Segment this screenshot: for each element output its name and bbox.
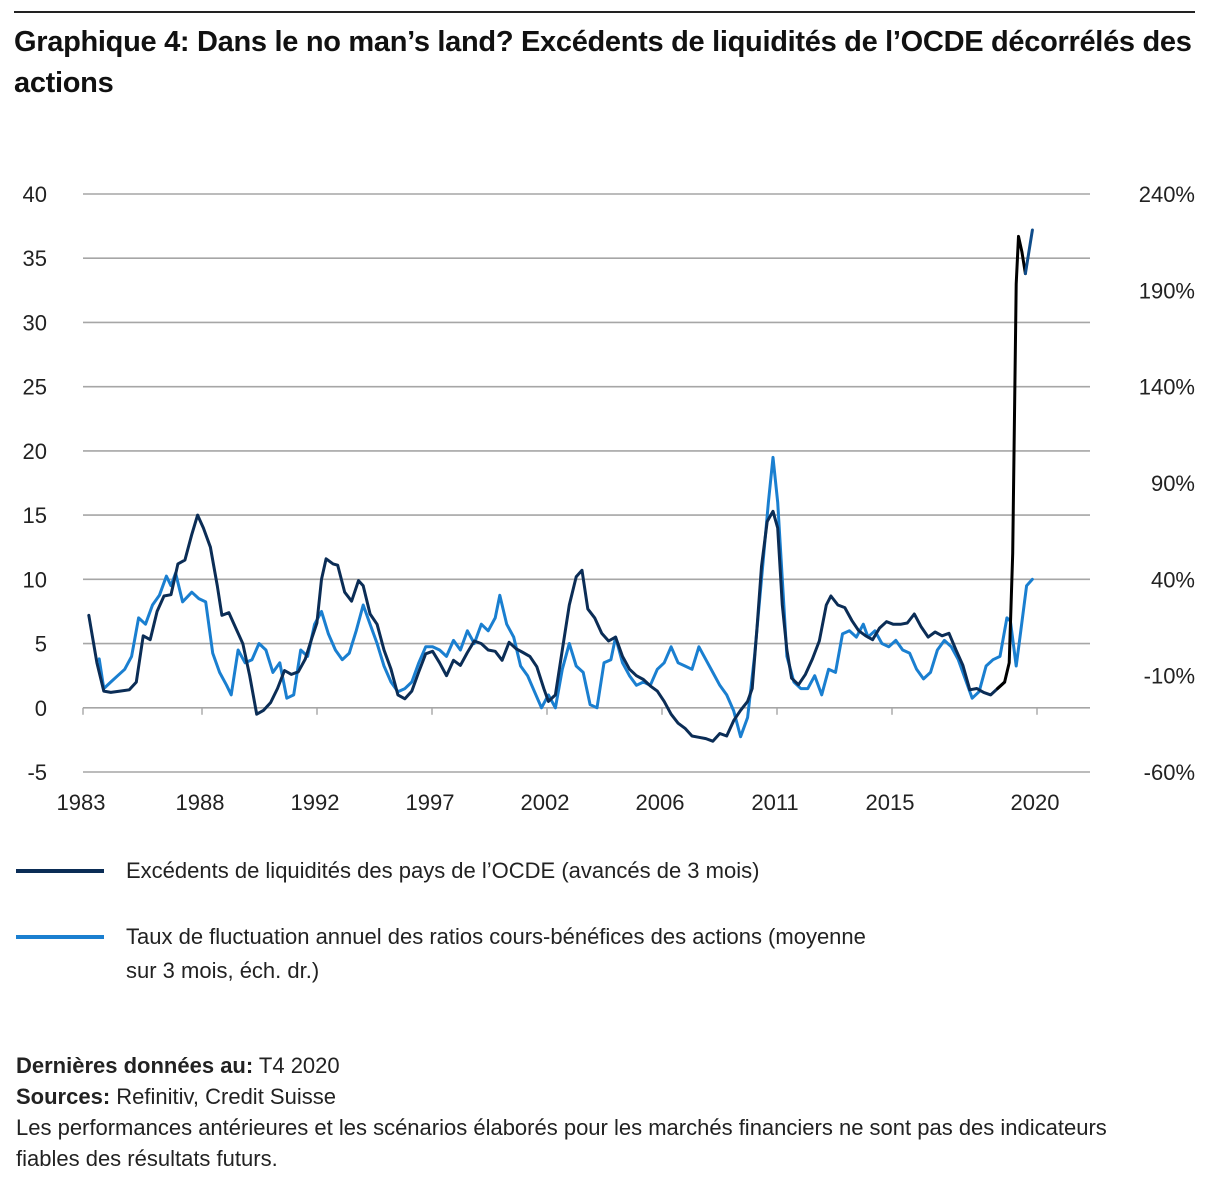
y-left-tick-label: 35 [23,246,47,271]
y-axis-right: 240% 190% 140% 90% 40% -10% -60% [1139,182,1195,785]
chart-title: Graphique 4: Dans le no man’s land? Excé… [14,26,1192,99]
y-left-tick-label: 30 [23,310,47,335]
series-line-liquidity-tail [1023,228,1034,276]
y-left-tick-label: 15 [23,503,47,528]
sources-line: Sources: Refinitiv, Credit Suisse [16,1081,1216,1112]
y-left-tick-label: -5 [27,760,47,785]
x-tick-label: 2002 [521,790,570,815]
y-left-tick-label: 20 [23,439,47,464]
x-tick-label: 1992 [291,790,340,815]
y-right-tick-label: 90% [1151,471,1195,496]
y-right-tick-label: 40% [1151,567,1195,592]
latest-data-line: Dernières données au: T4 2020 [16,1050,1216,1081]
x-tick-label: 1988 [176,790,225,815]
y-axis-left: 40 35 30 25 20 15 10 5 0 -5 [23,182,47,785]
y-left-tick-label: 10 [23,567,47,592]
series-line-pe-ratio [97,455,1034,739]
legend-label-pe-ratio: Taux de fluctuation annuel des ratios co… [126,924,866,983]
sources-value: Refinitiv, Credit Suisse [116,1084,336,1109]
x-axis: 1983 1988 1992 1997 2002 2006 2011 2015 2020 [57,707,1060,815]
sources-label: Sources: [16,1084,111,1109]
footer: Dernières données au: T4 2020 Sources: R… [16,1050,1216,1174]
y-right-tick-label: -10% [1144,664,1195,689]
y-left-tick-label: 5 [35,632,47,657]
legend-label-liquidity: Excédents de liquidités des pays de l’OC… [126,858,760,883]
latest-data-label: Dernières données au: [16,1053,254,1078]
disclaimer: Les performances antérieures et les scén… [16,1115,1107,1171]
y-right-tick-label: 190% [1139,278,1195,303]
x-tick-label: 2006 [636,790,685,815]
x-tick-label: 1997 [406,790,455,815]
x-tick-label: 2015 [866,790,915,815]
top-rule [14,11,1195,13]
y-left-tick-label: 0 [35,696,47,721]
legend-swatch-pe-ratio [16,935,104,939]
x-tick-label: 2020 [1011,790,1060,815]
series-line-liquidity [87,509,1007,743]
latest-data-value: T4 2020 [258,1053,340,1078]
x-tick-label: 2011 [751,790,798,815]
y-left-tick-label: 25 [23,375,47,400]
x-tick-label: 1983 [57,790,106,815]
legend-swatch-liquidity [16,869,104,873]
y-right-tick-label: -60% [1144,760,1195,785]
series-lines [87,228,1034,743]
y-left-tick-label: 40 [23,182,47,207]
series-line-liquidity-surge [996,234,1027,690]
y-right-tick-label: 140% [1139,375,1195,400]
gridlines [83,193,1090,773]
y-right-tick-label: 240% [1139,182,1195,207]
